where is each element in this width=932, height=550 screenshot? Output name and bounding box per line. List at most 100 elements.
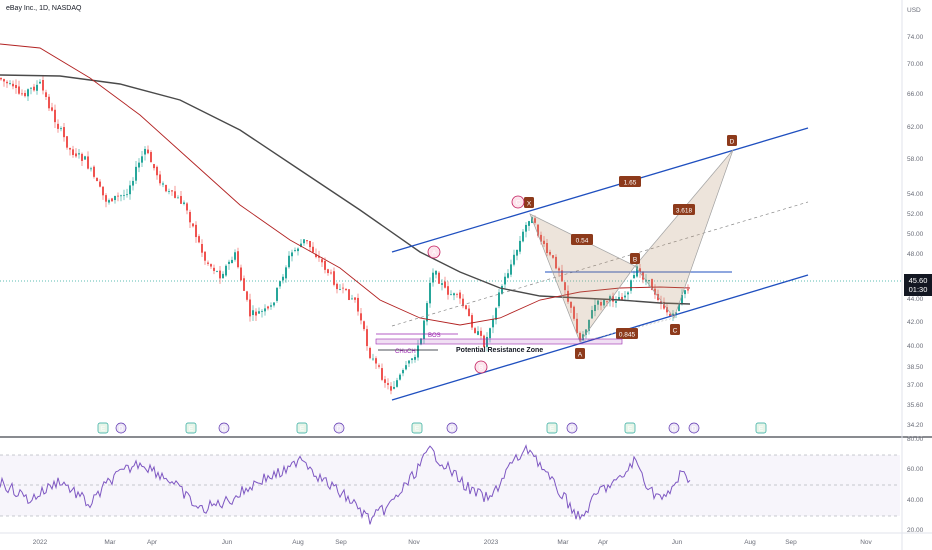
candle-body — [588, 319, 590, 331]
candle — [288, 251, 290, 269]
candle — [390, 382, 392, 395]
candle-body — [333, 271, 335, 285]
candle-body — [597, 300, 599, 305]
candle — [273, 302, 275, 308]
candle — [183, 200, 185, 206]
candle-body — [243, 278, 245, 291]
candle — [600, 299, 602, 311]
candle — [57, 119, 59, 133]
candle-body — [114, 195, 116, 201]
candle-body — [75, 153, 77, 157]
candle-body — [549, 251, 551, 255]
candle — [135, 161, 137, 185]
event-marker-label: E — [189, 425, 194, 432]
candle — [402, 368, 404, 377]
candle — [105, 193, 107, 208]
ratio-label: 1.65 — [624, 180, 637, 187]
candle-body — [237, 251, 239, 268]
price-tick-label: 66.00 — [907, 91, 924, 98]
candle-body — [195, 224, 197, 238]
candle — [666, 303, 668, 316]
pattern-label-box — [524, 197, 534, 208]
candle-body — [264, 308, 266, 312]
candle — [63, 122, 65, 142]
candle — [156, 165, 158, 180]
candle-body — [153, 164, 155, 169]
candle-body — [351, 298, 353, 300]
candle-body — [15, 85, 17, 89]
earnings-marker — [185, 422, 197, 434]
candle — [615, 296, 617, 308]
candle-body — [36, 84, 38, 91]
candles — [0, 75, 689, 395]
candle-body — [96, 178, 98, 182]
candle-body — [477, 331, 479, 335]
candle — [627, 291, 629, 300]
candle — [81, 152, 83, 166]
candle — [438, 271, 440, 285]
earnings-marker — [97, 422, 109, 434]
candle-body — [387, 383, 389, 385]
candle-body — [552, 255, 554, 258]
candle-body — [288, 255, 290, 268]
candle — [327, 268, 329, 276]
last-price-tag: 45.60 01:30 — [904, 274, 932, 296]
channel-midline — [391, 201, 809, 327]
candle — [453, 292, 455, 301]
candle-body — [474, 328, 476, 333]
candle — [108, 198, 110, 205]
candle — [120, 194, 122, 202]
candle-body — [60, 128, 62, 130]
candle-body — [378, 365, 380, 367]
candle-body — [252, 310, 254, 316]
price-tick-label: 48.00 — [907, 251, 924, 258]
candle-body — [117, 195, 119, 197]
candle-body — [615, 301, 617, 303]
candle — [474, 326, 476, 334]
circle-label: B — [479, 365, 483, 372]
candle-body — [666, 307, 668, 313]
time-tick-label: Mar — [557, 539, 569, 546]
earnings-marker — [296, 422, 308, 434]
candle-body — [318, 256, 320, 258]
candle — [447, 281, 449, 300]
candle-body — [492, 319, 494, 328]
ratio-label: 3.618 — [676, 208, 693, 215]
candle — [354, 296, 356, 303]
time-tick-label: Nov — [860, 539, 872, 546]
candle — [279, 280, 281, 289]
channel-lower-line — [391, 274, 809, 401]
candle-body — [414, 356, 416, 360]
ratio-label-box — [616, 328, 638, 339]
candle — [198, 234, 200, 244]
candle — [39, 79, 41, 84]
candle-body — [165, 185, 167, 192]
candle — [189, 209, 191, 229]
event-marker-label: E — [300, 425, 305, 432]
candle-body — [213, 267, 215, 271]
candle-body — [219, 270, 221, 279]
candle-body — [426, 303, 428, 322]
candle-body — [147, 149, 149, 154]
candle-body — [528, 221, 530, 226]
candle-body — [402, 370, 404, 374]
candle-body — [78, 153, 80, 155]
candle-body — [120, 195, 122, 197]
candle-body — [441, 283, 443, 285]
pattern-label-box — [575, 348, 585, 359]
candle-body — [108, 200, 110, 203]
price-tick-label: 52.00 — [907, 211, 924, 218]
time-tick-label: Aug — [292, 539, 304, 546]
time-tick-label: Aug — [744, 539, 756, 546]
candle-body — [129, 185, 131, 195]
candle — [225, 264, 227, 277]
candle — [630, 279, 632, 294]
candle — [594, 299, 596, 317]
candle — [111, 197, 113, 202]
candle — [468, 305, 470, 317]
candle — [681, 289, 683, 306]
candle-body — [495, 308, 497, 320]
candle-body — [390, 386, 392, 391]
candle — [15, 79, 17, 94]
